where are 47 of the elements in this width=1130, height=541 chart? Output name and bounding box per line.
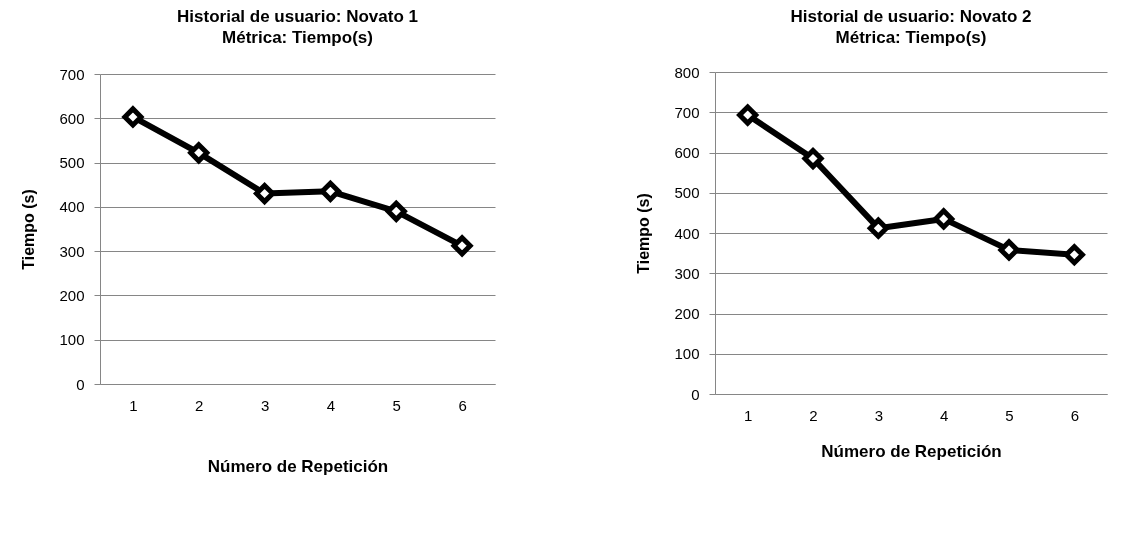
x-axis-title: Número de Repetición <box>207 456 389 476</box>
y-tick-label: 300 <box>674 264 700 282</box>
point <box>254 183 276 205</box>
point <box>1063 244 1085 266</box>
x-tick-label: 1 <box>743 406 753 424</box>
y-tick-label: 800 <box>674 63 700 81</box>
y-axis-title: Tiempo (s) <box>635 193 653 274</box>
y-tick-label: 400 <box>59 198 85 216</box>
x-tick-label: 4 <box>326 396 336 414</box>
point <box>122 106 144 128</box>
y-tick-label: 500 <box>59 154 85 172</box>
point <box>451 235 473 257</box>
y-tick-label: 600 <box>674 144 700 161</box>
x-tick-label: 3 <box>874 406 884 424</box>
chart-title: Historial de usuario: Novato 2 Métrica: Tiempo(s) <box>790 7 1032 47</box>
x-tick-label: 6 <box>458 396 467 414</box>
y-tick-label: 700 <box>674 103 700 121</box>
x-tick-label: 5 <box>1005 406 1014 424</box>
x-tick-label: 6 <box>1070 406 1080 424</box>
y-tick-label: 100 <box>59 331 85 349</box>
y-tick-label: 700 <box>59 65 85 83</box>
x-tick-label: 3 <box>260 396 270 414</box>
point <box>737 104 759 126</box>
y-axis-title: Tiempo (s) <box>20 189 38 270</box>
y-tick-label: 200 <box>674 305 700 322</box>
y-tick-label: 500 <box>674 184 700 202</box>
x-tick-label: 5 <box>392 396 401 414</box>
point <box>867 217 889 239</box>
y-tick-label: 0 <box>76 375 85 393</box>
y-tick-label: 100 <box>674 345 700 363</box>
point <box>802 147 824 170</box>
y-tick-label: 400 <box>674 224 700 242</box>
point <box>998 239 1020 261</box>
y-tick-label: 600 <box>59 109 85 127</box>
point <box>933 208 955 230</box>
x-tick-label: 2 <box>195 396 204 414</box>
chart-title: Historial de usuario: Novato 1 Métrica: Tiempo(s) <box>177 7 418 47</box>
point <box>188 142 210 164</box>
point <box>385 200 407 222</box>
x-tick-label: 4 <box>939 406 949 424</box>
x-tick-label: 1 <box>129 396 138 414</box>
y-tick-label: 300 <box>59 242 85 260</box>
point <box>319 180 341 202</box>
x-axis-title: Número de Repetición <box>821 441 1002 461</box>
y-tick-label: 200 <box>59 286 85 304</box>
x-tick-label: 2 <box>809 406 818 424</box>
y-tick-label: 0 <box>691 385 700 403</box>
